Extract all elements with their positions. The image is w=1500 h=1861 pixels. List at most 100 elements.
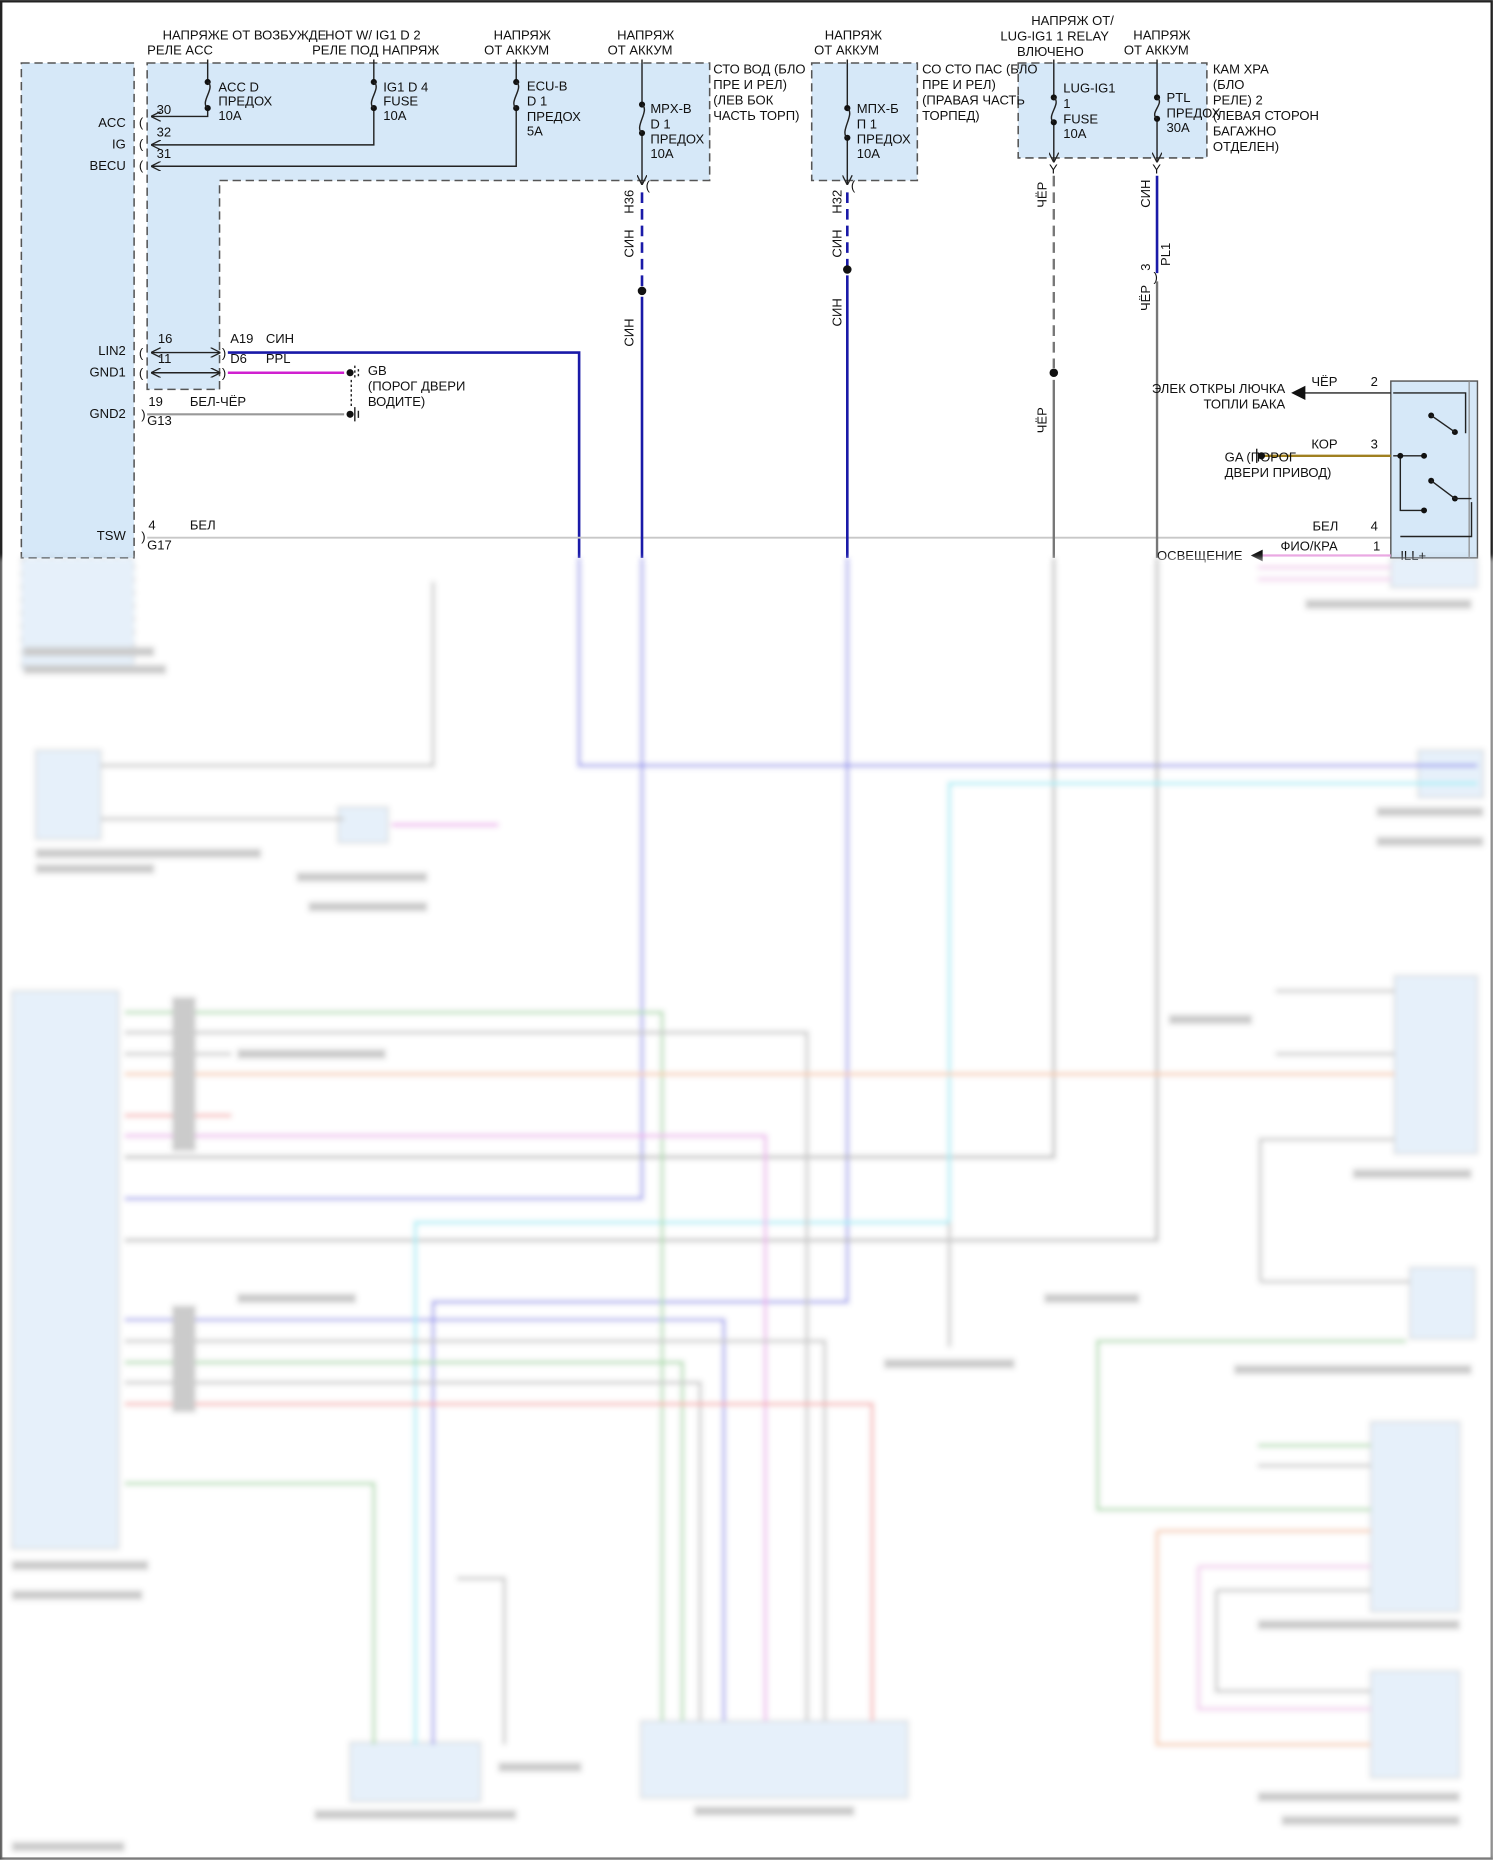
wire [152, 59, 375, 144]
connector-icon: ( [851, 178, 856, 193]
header-line: НАПРЯЖЕ ОТ ВОЗБУЖДЕ [163, 27, 327, 42]
header-lug-relay: НАПРЯЖ ОТ/ LUG-IG1 1 RELAY ВЛЮЧЕНО [1000, 13, 1114, 59]
wire-ptl: Y ) СИН 3 PL1 ЧЁР [1138, 161, 1173, 558]
ground-icon [1257, 452, 1266, 460]
wire-color: СИН [622, 318, 637, 346]
driver-jb-label: СТО ВОД (БЛО ПРЕ И РЕЛ) (ЛЕВ БОК ЧАСТЬ Т… [713, 62, 805, 123]
splice-icon [1049, 368, 1059, 378]
wire-color: ЧЁР [1035, 407, 1050, 433]
switch-box [1390, 380, 1479, 559]
fuse-label: 30A [1167, 120, 1191, 135]
body-ecu-box [20, 62, 135, 559]
connector-code: G17 [147, 538, 172, 553]
connector-icon: ( [139, 365, 144, 380]
wire-color: СИН [829, 298, 844, 326]
wire-color: СИН [622, 229, 637, 257]
fuse-lug-ig1: LUG-IG1 1 FUSE 10A [1051, 59, 1115, 161]
fuse-label: D 1 [650, 116, 670, 131]
connector-code: A19 [230, 331, 253, 346]
wire-color: ЧЁР [1138, 285, 1153, 311]
fuse-label: FUSE [1063, 112, 1098, 127]
pin-lin2: LIN2 ( 16 A19 СИН ) [98, 331, 581, 558]
luggage-relay-label: КАМ ХРА (БЛО РЕЛЕ) 2 (ЛЕВАЯ СТОРОН БАГАЖ… [1213, 62, 1319, 154]
label-line: ОТДЕЛЕН) [1213, 139, 1279, 154]
pin-name: BECU [90, 158, 126, 173]
wire-color: КОР [1311, 437, 1338, 452]
pin-gnd1: GND1 ( 11 D6 PPL ) [90, 351, 345, 380]
connector-code: D6 [230, 351, 247, 366]
pin-gnd2: GND2 ) 19 G13 БЕЛ-ЧЁР [90, 394, 345, 428]
arrow-icon [1291, 385, 1306, 401]
label-line: (ЛЕВАЯ СТОРОН [1213, 108, 1319, 123]
connector-code: H36 [622, 190, 637, 214]
connector-icon: ) [1153, 269, 1157, 284]
fuse-ecu-b: ECU-B D 1 ПРЕДОХ 5A [152, 59, 581, 166]
fuse-label: FUSE [383, 94, 418, 109]
pin-number: 30 [157, 102, 172, 117]
label-line: СТО ВОД (БЛО [713, 62, 805, 77]
connector-icon: ( [139, 115, 144, 130]
header-line: ОТ АККУМ [608, 43, 673, 58]
header-acc-relay: НАПРЯЖЕ ОТ ВОЗБУЖДЕ РЕЛЕ ACC [147, 27, 326, 57]
sharp-section: НАПРЯЖЕ ОТ ВОЗБУЖДЕ РЕЛЕ ACC HOT W/ IG1 … [20, 13, 1479, 563]
fuse-icon [370, 81, 377, 109]
wire-h36: ( H36 СИН СИН [622, 178, 651, 558]
connector-icon: ) [222, 345, 226, 360]
fuse-label: МПХ-Б [857, 101, 899, 116]
header-line: LUG-IG1 1 RELAY [1000, 28, 1109, 43]
fuse-label: П 1 [857, 116, 877, 131]
connector-icon: ( [646, 178, 651, 193]
header-line: ВЛЮЧЕНО [1017, 44, 1084, 59]
header-line: НАПРЯЖ ОТ/ [1031, 13, 1114, 28]
fuel-lid-switch: ЧЁР 2 ЭЛЕК ОТКРЫ ЛЮЧКА ТОПЛИ БАКА КОР 3 … [1152, 374, 1479, 563]
header-line: ОТ АККУМ [814, 43, 879, 58]
fuse-label: ACC D [218, 79, 259, 94]
pin-number: 2 [1371, 374, 1378, 389]
header-line: НАПРЯЖ [494, 27, 551, 42]
wire-color: ФИО/КРА [1280, 539, 1337, 554]
ground-label: GB [368, 363, 387, 378]
ground-label: ДВЕРИ ПРИВОД) [1225, 465, 1332, 480]
wire-h32: ( H32 СИН СИН [829, 178, 856, 558]
label-line: РЕЛЕ) 2 [1213, 93, 1263, 108]
header-line: РЕЛЕ ПОД НАПРЯЖ [312, 43, 439, 58]
connector-icon: ( [139, 345, 144, 360]
fuse-label: ECU-B [527, 78, 568, 93]
pin-acc: ACC ( 30 [98, 102, 171, 130]
fuse-label: LUG-IG1 [1063, 81, 1115, 96]
fuse-label: 1 [1063, 96, 1070, 111]
pin-name: ACC [98, 115, 126, 130]
ground-icon [346, 369, 354, 377]
label-line: (ЛЕВ БОК [713, 93, 773, 108]
connector-icon: Y [1049, 161, 1058, 176]
pin-name: GND1 [90, 364, 126, 379]
header-battery-mpx: НАПРЯЖ ОТ АККУМ [814, 27, 882, 57]
destination-label: ТОПЛИ БАКА [1203, 396, 1285, 411]
wire-color: БЕЛ [1313, 519, 1339, 534]
fuse-label: 10A [857, 146, 881, 161]
connector-icon: Y [1152, 161, 1161, 176]
passenger-junction-block [810, 62, 919, 182]
wire-color: БЕЛ [190, 517, 216, 532]
ground-label: ВОДИТЕ) [368, 394, 425, 409]
connector-icon: ( [139, 136, 144, 151]
passenger-jb-label: СО СТО ПАС (БЛО ПРЕ И РЕЛ) (ПРАВАЯ ЧАСТЬ… [922, 62, 1038, 123]
header-line: НАПРЯЖ [617, 27, 674, 42]
wire-lin2-blue [227, 351, 581, 558]
label-line: СО СТО ПАС (БЛО [922, 62, 1038, 77]
pin-number: 3 [1138, 263, 1153, 270]
wire-color: БЕЛ-ЧЁР [190, 394, 247, 409]
ground-label: (ПОРОГ ДВЕРИ [368, 379, 465, 394]
fuse-label: 10A [383, 108, 407, 123]
ground-label: GA (ПОРОГ [1225, 450, 1296, 465]
wire-color: ЧЁР [1311, 374, 1337, 389]
connector-icon: ) [222, 365, 226, 380]
connector-icon: ) [141, 529, 145, 544]
header-line: РЕЛЕ ACC [147, 43, 213, 58]
fuse-label: 5A [527, 123, 543, 138]
header-ig1-relay: HOT W/ IG1 D 2 РЕЛЕ ПОД НАПРЯЖ [312, 27, 439, 57]
connector-icon: ( [139, 158, 144, 173]
label-line: ЧАСТЬ ТОРП) [713, 108, 799, 123]
